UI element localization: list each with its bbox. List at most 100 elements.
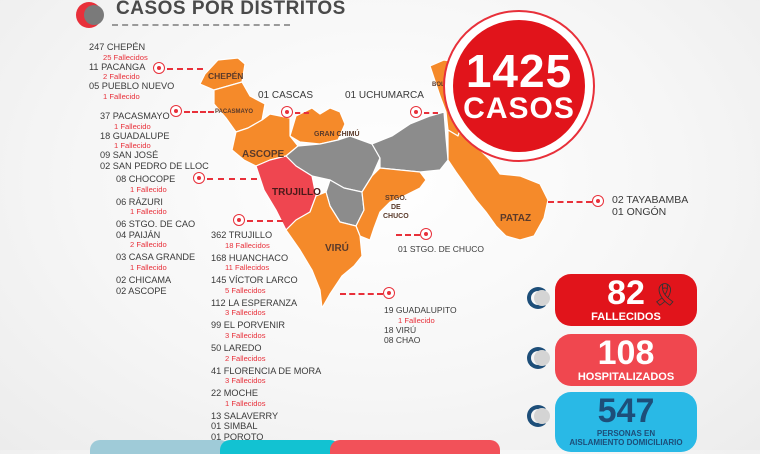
tag-hole-icon: [534, 350, 550, 366]
district-cases: 145 VÍCTOR LARCO: [211, 275, 298, 286]
district-cases: 04 PAIJÁN: [116, 229, 161, 240]
district-cases: 362 TRUJILLO: [211, 230, 273, 240]
map-label-pataz: PATAZ: [500, 213, 532, 224]
connector-gran-chimu: [295, 112, 309, 114]
district-cases: 06 STGO. DE CAO: [116, 219, 196, 230]
district-deaths: 1 Fallecido: [130, 262, 167, 272]
map-label-stgo-de-chuco: STGO. DE CHUCO: [383, 194, 409, 221]
marker-pataz-icon: [592, 195, 604, 207]
province-viru: [285, 191, 363, 309]
map-label-chepen: CHEPÉN: [208, 71, 244, 81]
bottom-bar-segment-1: [90, 440, 230, 454]
district-cases: 22 MOCHE: [211, 388, 258, 399]
tag-ring-icon: [527, 347, 549, 369]
list-ascope: 08 CHOCOPE 1 Fallecido 06 RÁZURI 1 Falle…: [116, 174, 195, 296]
tag-ring-icon: [527, 287, 549, 309]
total-cases-badge: 1425 CASOS: [453, 20, 585, 152]
bottom-bar-segment-3: [330, 440, 500, 454]
marker-ascope-icon: [193, 172, 205, 184]
connector-pacasmayo: [184, 111, 214, 113]
marker-gran-chimu-icon: [281, 106, 293, 118]
la-libertad-map: [199, 57, 549, 309]
list-pacasmayo: 37 PACASMAYO 1 Fallecido 18 GUADALUPE 1 …: [100, 111, 209, 171]
bottom-bar-segment-2: [220, 440, 340, 454]
isolation-label: PERSONAS EN AISLAMIENTO DOMICILIARIO: [569, 429, 683, 447]
district-cases: 99 EL PORVENIR: [211, 320, 286, 331]
connector-bolivar: [424, 112, 438, 114]
map-label-ascope: ASCOPE: [242, 149, 285, 160]
district-cases: 37 PACASMAYO: [100, 111, 170, 121]
district-deaths: 25 Fallecidos: [103, 52, 148, 62]
deaths-card: 82 🎗 FALLECIDOS: [555, 274, 697, 326]
district-deaths: 3 Fallecidos: [225, 308, 266, 318]
district-deaths: 1 Fallecido: [114, 141, 151, 151]
tag-ring-icon: [527, 405, 549, 427]
district-deaths: 3 Fallecidos: [225, 330, 266, 340]
district-cases: 02 TAYABAMBA: [612, 194, 689, 206]
connector-trujillo: [247, 220, 283, 222]
district-cases: 19 GUADALUPITO: [384, 305, 457, 315]
map-label-stgo-line3: CHUCO: [383, 213, 409, 220]
district-cases: 02 CHICAMA: [116, 274, 172, 285]
hospitalized-number: 108: [597, 334, 655, 372]
hospitalized-label: HOSPITALIZADOS: [577, 371, 675, 383]
connector-stgo-de-chuco: [396, 234, 420, 236]
district-cases: 50 LAREDO: [211, 342, 262, 353]
district-deaths: 3 Fallecidos: [225, 376, 266, 386]
district-cases: 41 FLORENCIA DE MORA: [211, 365, 322, 376]
list-viru: 19 GUADALUPITO 1 Fallecido 18 VIRÚ 08 CH…: [384, 305, 457, 346]
district-deaths: 2 Fallecido: [103, 72, 140, 82]
district-deaths: 5 Fallecidos: [225, 285, 266, 295]
district-cases: 247 CHEPÉN: [89, 42, 146, 52]
district-cases: 01 ONGÓN: [612, 206, 667, 218]
district-cases: 02 ASCOPE: [116, 285, 167, 296]
district-deaths: 1 Fallecido: [114, 121, 151, 131]
list-chepen: 247 CHEPÉN 25 Fallecidos 11 PACANGA 2 Fa…: [89, 42, 174, 101]
district-deaths: 2 Fallecidos: [225, 353, 266, 363]
isolation-card: 547 PERSONAS EN AISLAMIENTO DOMICILIARIO: [555, 392, 697, 452]
total-cases-number: 1425: [465, 45, 573, 97]
list-bolivar: 01 UCHUMARCA: [345, 90, 424, 102]
district-cases: 01 UCHUMARCA: [345, 90, 424, 101]
tag-hole-icon: [534, 408, 550, 424]
province-gran-chimu: [289, 107, 346, 145]
district-cases: 08 CHOCOPE: [116, 174, 176, 184]
page-title: CASOS POR DISTRITOS: [116, 0, 346, 19]
marker-chepen-icon: [153, 62, 165, 74]
district-cases: 18 VIRÚ: [384, 324, 417, 335]
connector-chepen: [167, 68, 203, 70]
district-deaths: 1 Fallecido: [130, 207, 167, 217]
map-label-viru: VIRÚ: [325, 243, 349, 254]
district-deaths: 1 Fallecido: [130, 184, 167, 194]
map-label-gran-chimu: GRAN CHIMÚ: [314, 131, 360, 138]
marker-stgo-de-chuco-icon: [420, 228, 432, 240]
map-label-trujillo: TRUJILLO: [272, 187, 321, 198]
district-deaths: 18 Fallecidos: [225, 240, 270, 250]
header-logo-inner: [84, 5, 104, 25]
deaths-label: FALLECIDOS: [591, 311, 661, 323]
list-trujillo: 362 TRUJILLO 18 Fallecidos 168 HUANCHACO…: [211, 230, 321, 443]
marker-bolivar-icon: [410, 106, 422, 118]
list-pataz: 02 TAYABAMBA 01 ONGÓN: [612, 194, 688, 218]
marker-viru-icon: [383, 287, 395, 299]
deaths-number: 82: [607, 274, 645, 312]
district-cases: 01 POROTO: [211, 431, 264, 442]
district-cases: 09 SAN JOSÉ: [100, 150, 159, 161]
connector-pataz: [548, 201, 592, 203]
district-deaths: 1 Fallecido: [398, 315, 435, 325]
district-cases: 168 HUANCHACO: [211, 252, 289, 263]
district-cases: 13 SALAVERRY: [211, 410, 279, 421]
district-cases: 01 SIMBAL: [211, 421, 258, 432]
mourning-ribbon-icon: 🎗: [651, 282, 679, 307]
district-cases: 11 PACANGA: [89, 61, 146, 72]
district-cases: 01 CASCAS: [258, 90, 314, 101]
district-deaths: 2 Fallecido: [130, 240, 167, 250]
district-cases: 112 LA ESPERANZA: [211, 297, 298, 308]
isolation-number: 547: [597, 392, 655, 430]
title-divider: [112, 24, 290, 26]
province-sanchez-carrion: [371, 111, 449, 173]
district-cases: 05 PUEBLO NUEVO: [89, 81, 175, 92]
district-cases: 18 GUADALUPE: [100, 130, 170, 141]
district-cases: 08 CHAO: [384, 335, 421, 345]
marker-trujillo-icon: [233, 214, 245, 226]
